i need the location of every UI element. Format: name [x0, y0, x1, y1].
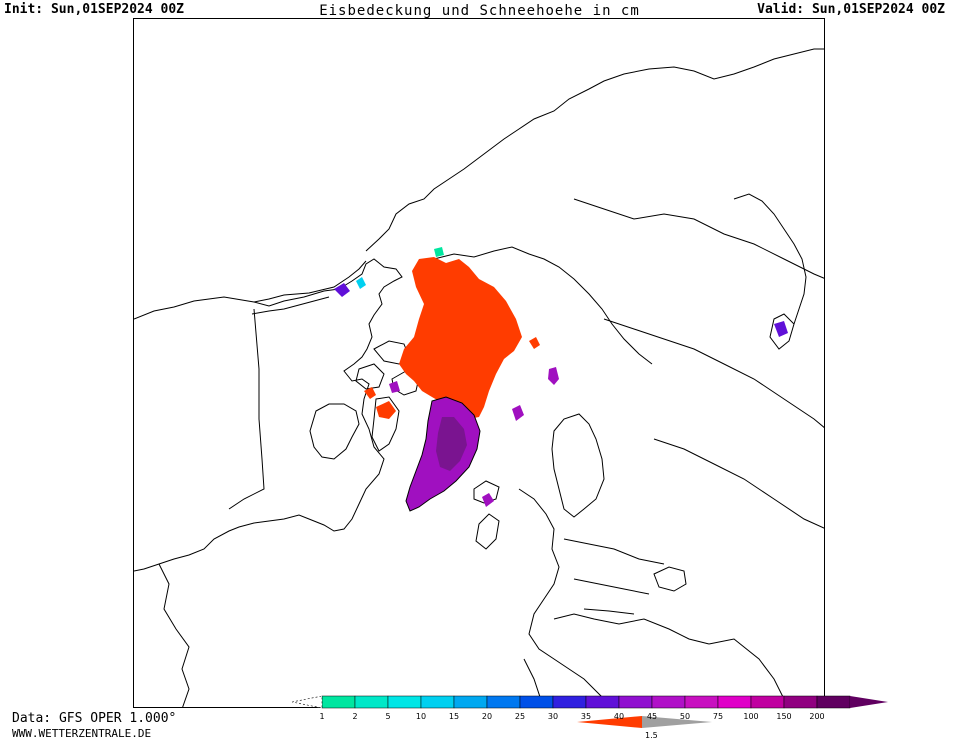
legend-tick-label: 30: [547, 712, 559, 721]
legend-cell: [387, 695, 422, 709]
british-isles: [475, 513, 500, 550]
legend-tick-label: 10: [415, 712, 427, 721]
website-label: WWW.WETTERZENTRALE.DE: [12, 727, 152, 740]
legend-cell: [816, 695, 851, 709]
ice-legend-arrow-right: [642, 716, 712, 728]
us-interior-border: [228, 308, 265, 510]
greenland-snow-deep: [436, 417, 467, 471]
legend-tick-label: 5: [385, 712, 391, 721]
legend-tick-label: 20: [481, 712, 493, 721]
legend-cell: [684, 695, 719, 709]
map-canvas: [134, 48, 824, 707]
map-title: Eisbedeckung und Schneehoehe in cm: [319, 3, 640, 19]
north-america-coast: [134, 258, 403, 572]
baffin-island: [371, 396, 400, 452]
alaska-coast: [253, 260, 367, 303]
snow-patch-franz-josef: [512, 405, 524, 421]
legend-tick-label: 150: [776, 712, 792, 721]
snow-patch-alaska-2: [356, 277, 366, 289]
legend-left-arrow: [292, 695, 323, 709]
legend-cell: [453, 695, 488, 709]
legend-tick-label: 200: [809, 712, 825, 721]
sea-ice-fringe: [364, 337, 540, 419]
legend-cell: [717, 695, 752, 709]
ice-legend-tick: 1.5: [645, 731, 658, 740]
arctic-islands-2: [355, 363, 385, 390]
greenland-outline: [405, 396, 481, 512]
legend-tick-label: 45: [646, 712, 658, 721]
legend-tick-label: 100: [743, 712, 759, 721]
arabia-border: [708, 638, 789, 707]
mediterranean: [553, 613, 710, 645]
legend-cell: [783, 695, 818, 709]
aleutians: [251, 296, 330, 315]
legend-cell: [486, 695, 521, 709]
central-america: [158, 563, 190, 707]
legend-tick-label: 75: [712, 712, 724, 721]
snow-patch-kamchatka: [774, 321, 788, 337]
europe-coast: [518, 488, 613, 707]
east-asia-coast: [733, 193, 807, 325]
sea-ice-area: [399, 257, 522, 419]
legend-cell: [519, 695, 554, 709]
legend-tick-label: 1: [319, 712, 325, 721]
legend-cell: [750, 695, 785, 709]
legend-tick-label: 35: [580, 712, 592, 721]
asia-borders-2: [603, 318, 824, 428]
snow-patch-alaska: [334, 283, 350, 297]
iceland: [473, 480, 500, 504]
init-time-label: Init: Sun,01SEP2024 00Z: [4, 2, 185, 17]
legend-cell: [618, 695, 653, 709]
data-source-label: Data: GFS OPER 1.000°: [12, 711, 177, 726]
snow-patch-svalbard: [548, 367, 559, 385]
legend-cell: [552, 695, 587, 709]
legend-bar: [292, 695, 888, 728]
legend-tick-label: 40: [613, 712, 625, 721]
siberia-coast: [433, 246, 653, 365]
caspian-black-sea: [653, 566, 687, 592]
legend-tick-label: 50: [679, 712, 691, 721]
japan: [769, 313, 795, 350]
legend-cell: [420, 695, 455, 709]
europe-borders: [563, 538, 665, 615]
snow-patch-chukotka: [434, 247, 444, 257]
legend-tick-label: 25: [514, 712, 526, 721]
snow-patches: [334, 247, 788, 507]
legend-tick-label: 15: [448, 712, 460, 721]
legend-cell: [354, 695, 389, 709]
scandinavia: [551, 413, 605, 518]
snow-patch-iceland: [482, 493, 494, 507]
legend-tick-label: 2: [352, 712, 358, 721]
valid-time-label: Valid: Sun,01SEP2024 00Z: [757, 2, 945, 17]
polar-map: [133, 18, 825, 708]
legend-cell: [321, 695, 356, 709]
legend-cell: [585, 695, 620, 709]
legend-cell: [651, 695, 686, 709]
snow-patch-ellesmere: [389, 381, 400, 393]
hudson-bay: [309, 403, 360, 460]
eurasia-coast: [365, 48, 824, 252]
asia-borders-1: [573, 198, 824, 279]
ice-legend-arrow-left: [577, 716, 642, 728]
legend-right-arrow: [850, 696, 888, 708]
asia-borders-3: [653, 438, 824, 529]
color-legend: 1 2 5 10 15 20 25 30 35 40 45 50 75 100 150 200 1.5: [292, 694, 892, 741]
coastlines: [134, 48, 824, 707]
